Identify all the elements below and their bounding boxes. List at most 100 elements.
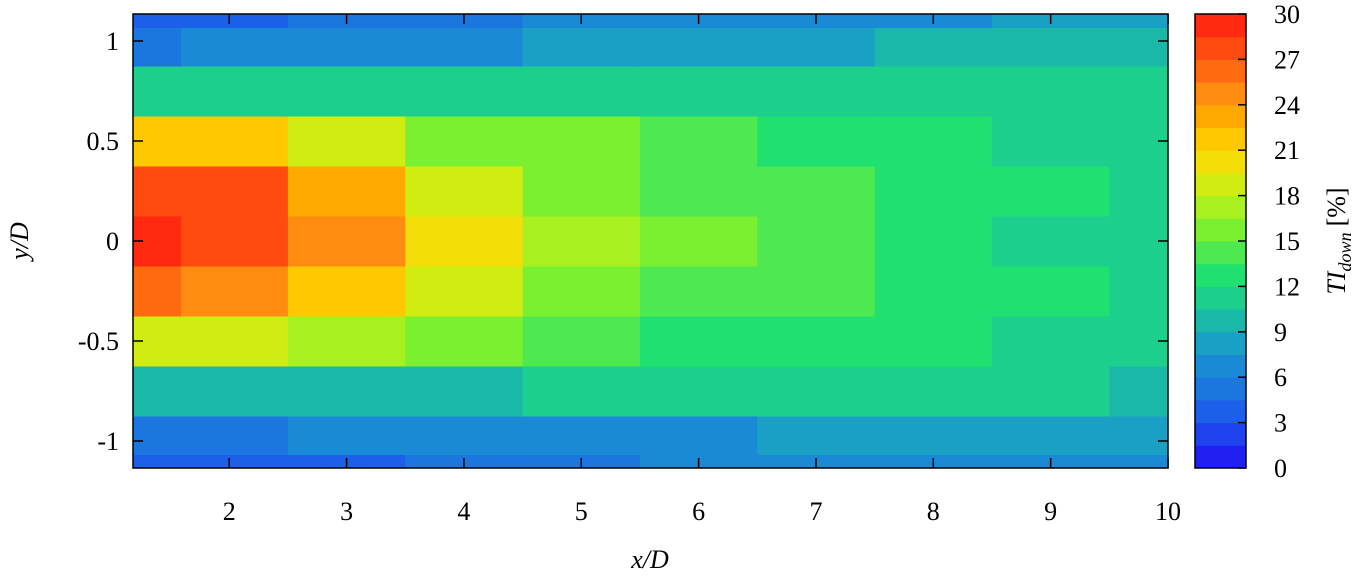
- contour-cell: [874, 216, 993, 267]
- colorbar-tick-label: 15: [1274, 227, 1300, 256]
- colorbar-swatch: [1195, 14, 1246, 38]
- colorbar-swatch: [1195, 286, 1246, 310]
- contour-cell: [181, 454, 289, 469]
- contour-cell: [757, 216, 876, 267]
- colorbar-tick-label: 0: [1274, 454, 1287, 483]
- x-axis-label: x/D: [630, 545, 669, 574]
- contour-cell: [405, 27, 524, 67]
- x-tick-label: 6: [692, 497, 705, 526]
- contour-cell: [405, 216, 524, 267]
- contour-cell: [639, 166, 758, 217]
- contour-cell: [991, 266, 1110, 317]
- contour-cell: [1109, 416, 1169, 455]
- x-tick-label: 8: [927, 497, 940, 526]
- contour-cell: [1109, 166, 1169, 217]
- contour-cell: [874, 316, 993, 367]
- colorbar-swatch: [1195, 331, 1246, 355]
- colorbar-swatch: [1195, 241, 1246, 265]
- contour-cell: [181, 366, 289, 417]
- contour-cell: [1109, 366, 1169, 417]
- contour-cell: [133, 14, 182, 28]
- contour-cell: [287, 316, 406, 367]
- contour-cell: [181, 116, 289, 167]
- contour-cell: [522, 27, 641, 67]
- contour-cell: [522, 216, 641, 267]
- contour-cell: [287, 266, 406, 317]
- contour-cell: [287, 366, 406, 417]
- x-tick-label: 10: [1155, 497, 1181, 526]
- contour-cell: [287, 116, 406, 167]
- contour-cell: [405, 166, 524, 217]
- contour-cell: [991, 416, 1110, 455]
- contour-cell: [405, 116, 524, 167]
- colorbar-swatch: [1195, 218, 1246, 242]
- contour-cell: [522, 116, 641, 167]
- contour-cell: [639, 366, 758, 417]
- contour-cell: [757, 166, 876, 217]
- y-tick-label: 0.5: [87, 127, 120, 156]
- colorbar-swatch: [1195, 263, 1246, 287]
- x-tick-label: 9: [1044, 497, 1057, 526]
- contour-cell: [522, 66, 641, 117]
- x-tick-label: 7: [809, 497, 822, 526]
- colorbar-swatch: [1195, 150, 1246, 174]
- colorbar-tick-label: 21: [1274, 136, 1300, 165]
- y-axis-label: y/D: [5, 222, 34, 263]
- contour-cell: [639, 416, 758, 455]
- contour-cell: [405, 66, 524, 117]
- colorbar-swatch: [1195, 195, 1246, 219]
- contour-cell: [133, 266, 182, 317]
- colorbar-tick-label: 9: [1274, 318, 1287, 347]
- colorbar-label-sub: down: [1335, 232, 1353, 271]
- colorbar-swatch: [1195, 309, 1246, 333]
- colorbar-swatch: [1195, 377, 1246, 401]
- contour-cell: [522, 416, 641, 455]
- x-tick-label: 3: [340, 497, 353, 526]
- contour-cell: [405, 316, 524, 367]
- contour-cell: [1109, 14, 1169, 28]
- colorbar-swatch: [1195, 36, 1246, 60]
- contour-cell: [874, 66, 993, 117]
- x-tick-label: 5: [575, 497, 588, 526]
- colorbar-label: TIdown [%]: [1322, 187, 1353, 294]
- contour-cell: [991, 316, 1110, 367]
- contour-cell: [287, 166, 406, 217]
- contour-cell: [1109, 454, 1169, 469]
- contour-cell: [287, 416, 406, 455]
- contour-cell: [522, 166, 641, 217]
- contour-cell: [1109, 266, 1169, 317]
- y-tick-label: -0.5: [78, 327, 119, 356]
- contour-cell: [757, 66, 876, 117]
- contour-cell: [757, 366, 876, 417]
- contour-cell: [639, 27, 758, 67]
- contour-cell: [991, 166, 1110, 217]
- colorbar-tick-label: 12: [1274, 272, 1300, 301]
- contour-cell: [133, 27, 182, 67]
- contour-cell: [522, 366, 641, 417]
- colorbar-swatch: [1195, 422, 1246, 446]
- contour-cell: [757, 27, 876, 67]
- contour-cell: [133, 366, 182, 417]
- contour-cell: [874, 366, 993, 417]
- colorbar-swatch: [1195, 354, 1246, 378]
- contour-cell: [639, 66, 758, 117]
- contour-cell: [522, 266, 641, 317]
- contour-cell: [1109, 27, 1169, 67]
- colorbar-swatch: [1195, 399, 1246, 424]
- contour-cell: [405, 416, 524, 455]
- colorbar-tick-label: 27: [1274, 45, 1300, 74]
- contour-cell: [639, 266, 758, 317]
- contour-cell: [181, 266, 289, 317]
- contour-cell: [991, 116, 1110, 167]
- contour-cell: [991, 366, 1110, 417]
- contour-cell: [639, 316, 758, 367]
- contour-cell: [757, 316, 876, 367]
- contour-cell: [181, 14, 289, 28]
- contour-cell: [181, 316, 289, 367]
- colorbar-swatch: [1195, 59, 1246, 83]
- colorbar-swatch: [1195, 172, 1246, 197]
- colorbar-swatch: [1195, 82, 1246, 106]
- colorbar-tick-label: 3: [1274, 409, 1287, 438]
- contour-cell: [639, 116, 758, 167]
